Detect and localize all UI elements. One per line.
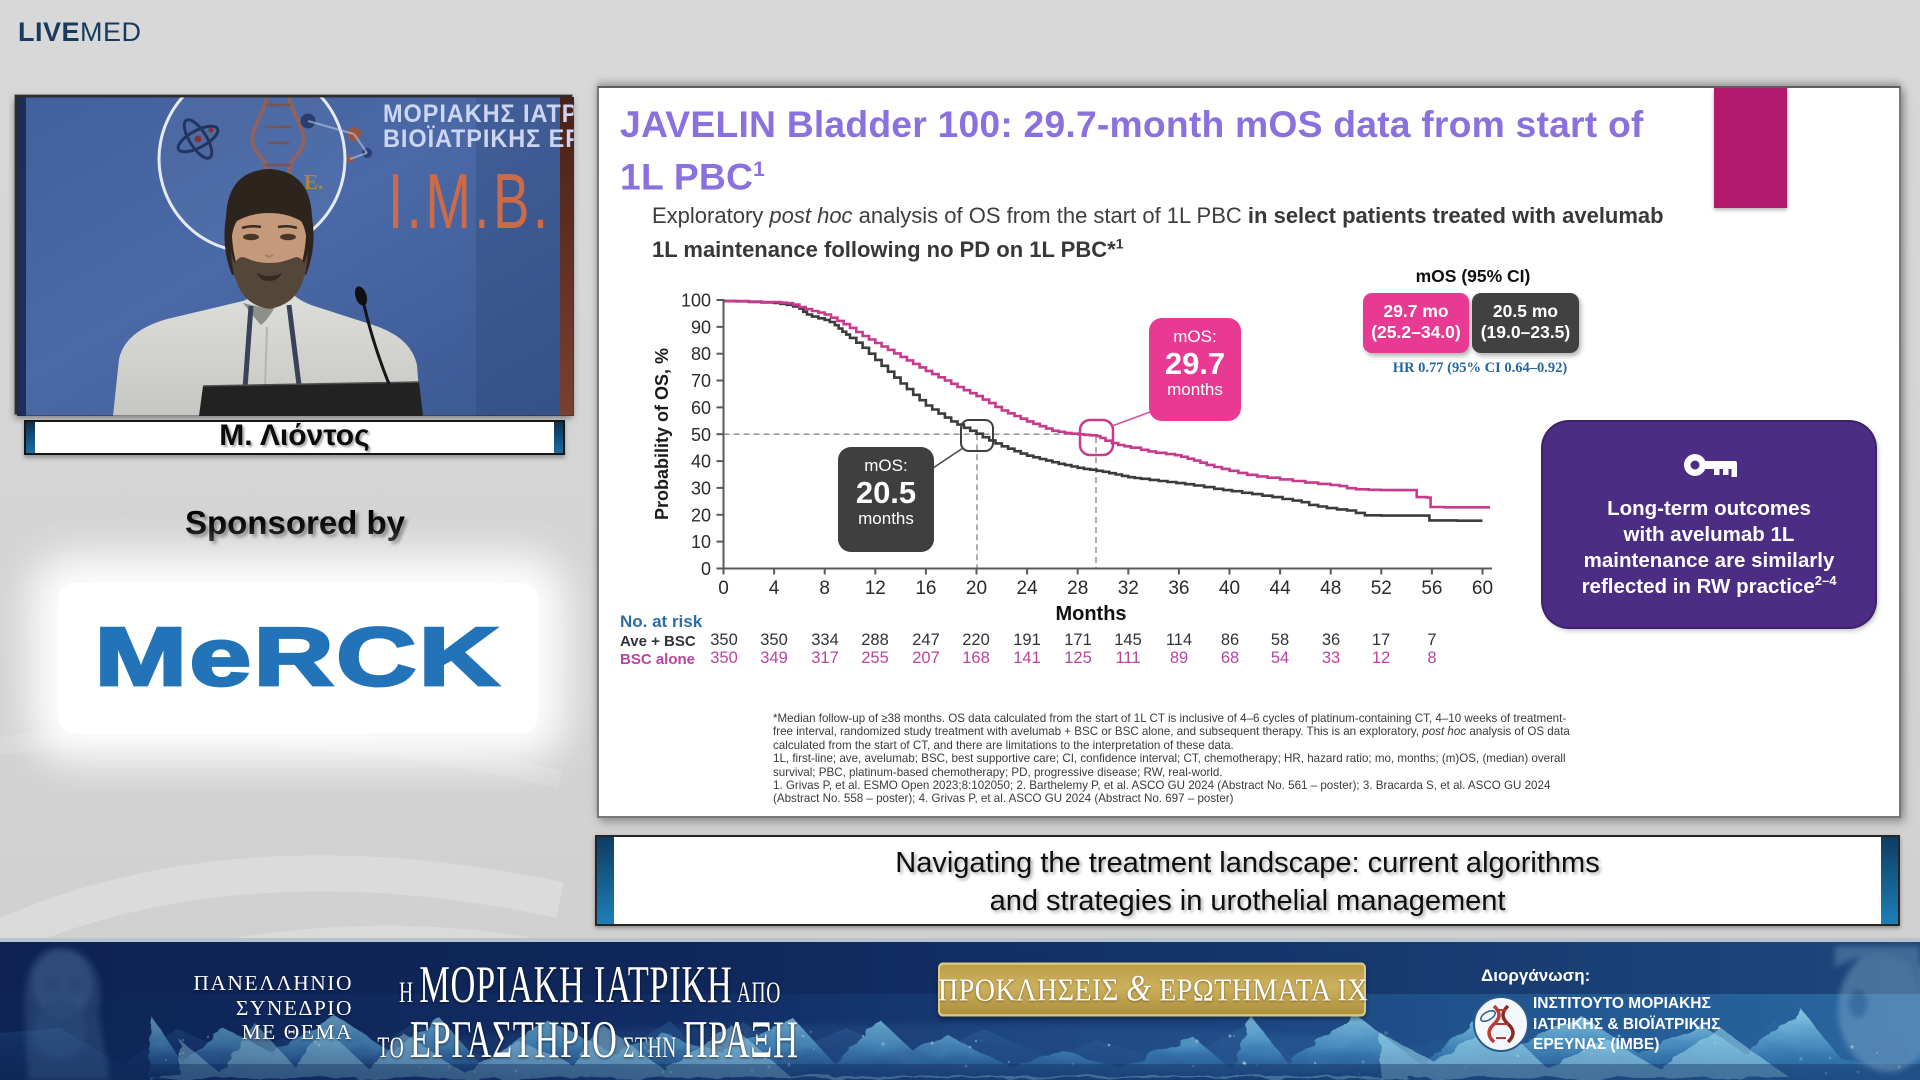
svg-text:Ε.: Ε. [304, 170, 323, 194]
svg-text:8: 8 [819, 578, 830, 599]
svg-text:100: 100 [681, 291, 711, 311]
svg-text:12: 12 [865, 578, 886, 599]
svg-text:36: 36 [1168, 578, 1189, 599]
svg-text:52: 52 [1371, 578, 1392, 599]
svg-text:60: 60 [1472, 578, 1493, 599]
svg-text:48: 48 [1320, 578, 1341, 599]
svg-text:90: 90 [691, 317, 711, 337]
svg-text:44: 44 [1270, 578, 1292, 599]
svg-text:56: 56 [1421, 578, 1442, 599]
svg-text:ΒΙΟΪΑΤΡΙΚΗΣ ΕΡΕΥ: ΒΙΟΪΑΤΡΙΚΗΣ ΕΡΕΥ [383, 125, 574, 153]
svg-text:Probability of OS, %: Probability of OS, % [652, 348, 672, 520]
svg-text:24: 24 [1017, 578, 1039, 599]
svg-text:40: 40 [691, 452, 711, 472]
svg-text:60: 60 [691, 398, 711, 418]
svg-text:50: 50 [691, 425, 711, 445]
svg-text:4: 4 [769, 578, 780, 599]
svg-text:0: 0 [718, 578, 729, 599]
svg-text:80: 80 [691, 344, 711, 364]
svg-text:70: 70 [691, 371, 711, 391]
svg-text:0: 0 [701, 559, 711, 579]
svg-text:32: 32 [1118, 578, 1139, 599]
svg-text:MeRCK: MeRCK [95, 610, 502, 703]
svg-text:20: 20 [966, 578, 987, 599]
svg-text:28: 28 [1067, 578, 1088, 599]
svg-text:10: 10 [691, 532, 711, 552]
svg-text:Ι.Μ.Β.: Ι.Μ.Β. [388, 158, 552, 245]
svg-text:ΜΟΡΙΑΚΗΣ ΙΑΤΡΙΚ: ΜΟΡΙΑΚΗΣ ΙΑΤΡΙΚ [383, 100, 574, 128]
svg-text:20: 20 [691, 505, 711, 525]
svg-text:40: 40 [1219, 578, 1240, 599]
svg-text:16: 16 [915, 578, 936, 599]
svg-text:Months: Months [1055, 603, 1126, 625]
svg-text:30: 30 [691, 478, 711, 498]
